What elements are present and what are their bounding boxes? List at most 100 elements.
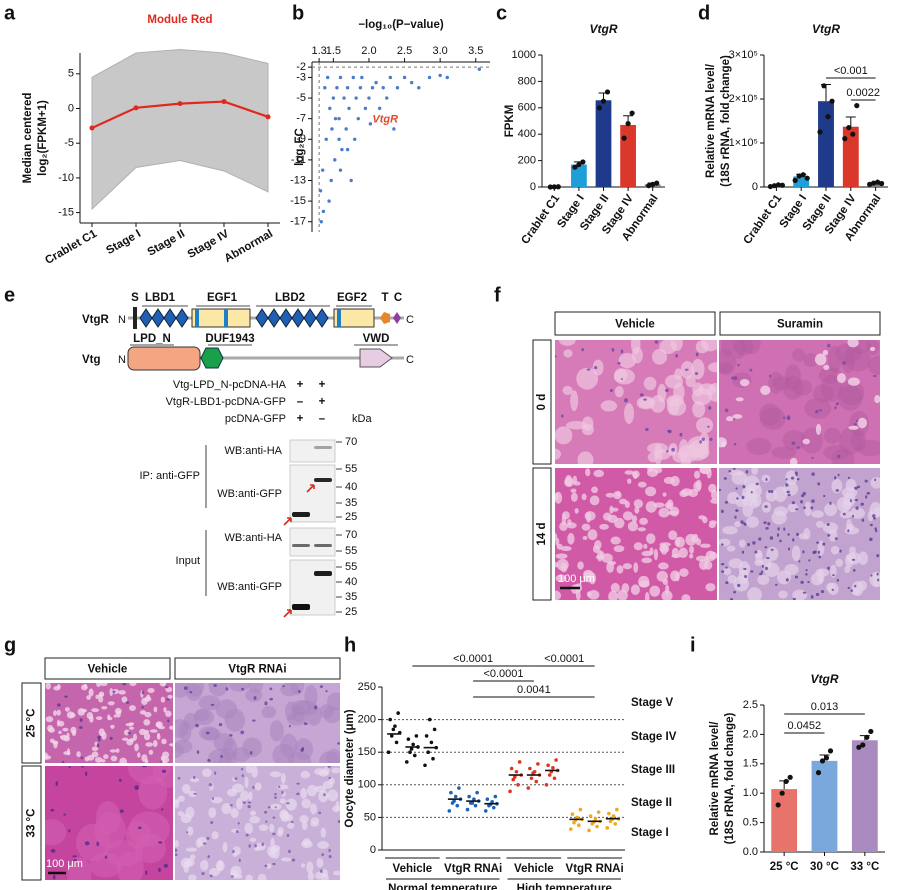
tissue-texture xyxy=(830,545,840,555)
marker-label: 55 xyxy=(345,561,357,573)
tissue-texture xyxy=(573,481,581,486)
tissue-texture xyxy=(232,846,241,856)
domain-label: LBD2 xyxy=(275,292,305,304)
tissue-texture xyxy=(160,760,163,763)
replicate-point xyxy=(860,742,866,748)
gene-point xyxy=(477,67,482,71)
tissue-texture xyxy=(822,522,839,534)
tissue-texture xyxy=(845,348,871,372)
y-axis-label: Relative mRNA level/ xyxy=(709,721,721,836)
tissue-texture xyxy=(156,722,161,728)
tissue-texture xyxy=(653,548,659,561)
tissue-texture xyxy=(301,840,313,849)
replicate-point xyxy=(650,181,656,187)
blot-band xyxy=(314,446,332,449)
tissue-texture xyxy=(122,683,127,686)
tissue-texture xyxy=(245,766,253,774)
oocyte-point xyxy=(575,815,579,820)
tissue-texture xyxy=(829,501,832,506)
tissue-texture xyxy=(581,493,587,501)
tissue-texture xyxy=(777,527,780,531)
oocyte-point xyxy=(406,737,411,741)
tissue-texture xyxy=(248,791,253,801)
tissue-texture xyxy=(235,830,239,834)
panel-letter: e xyxy=(4,284,15,306)
tissue-texture xyxy=(803,353,819,367)
tissue-texture xyxy=(263,810,268,814)
y-tick-label: 1.5 xyxy=(743,758,758,770)
replicate-point xyxy=(819,758,826,764)
tissue-texture xyxy=(613,545,625,553)
tissue-texture xyxy=(134,833,166,864)
y-tick-label: 800 xyxy=(518,75,536,87)
tissue-texture xyxy=(742,522,746,525)
y-tick-label: 0.5 xyxy=(743,817,758,829)
lbd-repeat xyxy=(175,308,189,328)
tissue-texture xyxy=(319,751,340,763)
y-tick-label: -15 xyxy=(58,206,74,218)
tissue-texture xyxy=(279,809,289,820)
tissue-texture xyxy=(574,508,579,514)
tissue-texture xyxy=(725,581,729,585)
tissue-texture xyxy=(867,510,874,522)
row-header-box xyxy=(21,765,42,881)
tissue-texture xyxy=(679,568,689,577)
tissue-texture xyxy=(614,386,624,398)
marker-label: 70 xyxy=(345,436,357,448)
lbd-repeat xyxy=(255,308,269,328)
tissue-texture xyxy=(163,707,167,713)
tissue-texture xyxy=(291,858,296,862)
tissue-texture xyxy=(250,810,257,816)
tissue-texture xyxy=(50,848,56,853)
histology-image xyxy=(175,683,340,763)
replicate-point xyxy=(621,135,627,141)
tissue-texture xyxy=(269,720,284,742)
tissue-texture xyxy=(709,437,713,441)
tissue-texture xyxy=(692,382,704,397)
tissue-texture xyxy=(719,488,722,492)
y-axis-label: Relative mRNA level/ xyxy=(705,63,717,178)
tissue-texture xyxy=(834,537,838,540)
tissue-texture xyxy=(208,783,213,787)
tissue-texture xyxy=(785,578,789,582)
blot-band xyxy=(314,544,332,547)
domain-label: EGF1 xyxy=(207,292,238,304)
tissue-texture xyxy=(201,727,221,741)
tissue-texture xyxy=(562,385,573,395)
y-axis-label: (18S rRNA, fold change) xyxy=(720,55,732,187)
tissue-texture xyxy=(91,708,100,713)
tissue-texture xyxy=(563,349,573,358)
tissue-texture xyxy=(758,537,762,541)
tissue-texture xyxy=(193,709,215,726)
tissue-texture xyxy=(310,817,320,825)
y-tick-label: 1000 xyxy=(512,49,536,61)
tissue-texture xyxy=(815,409,819,414)
tissue-texture xyxy=(315,871,324,880)
y-tick-label: 2×10⁵ xyxy=(729,93,758,105)
tissue-texture xyxy=(854,498,859,502)
tissue-texture xyxy=(792,379,813,396)
gene-point xyxy=(328,106,332,111)
tissue-texture xyxy=(875,530,878,533)
replicate-point xyxy=(551,184,557,190)
tissue-texture xyxy=(185,858,195,867)
tissue-texture xyxy=(196,750,200,754)
tissue-texture xyxy=(80,756,84,760)
median-point xyxy=(177,101,183,107)
tissue-texture xyxy=(206,836,210,840)
replicate-point xyxy=(846,125,852,131)
tissue-texture xyxy=(663,476,675,485)
tissue-texture xyxy=(279,798,287,804)
oocyte-point xyxy=(391,727,396,732)
tissue-texture xyxy=(59,735,64,739)
tissue-texture xyxy=(870,477,880,489)
blot-band xyxy=(292,604,310,610)
tissue-texture xyxy=(179,720,192,743)
tissue-texture xyxy=(725,566,728,569)
tissue-texture xyxy=(759,572,763,576)
domain-label: C xyxy=(394,292,402,304)
tissue-texture xyxy=(301,820,308,830)
tissue-texture xyxy=(109,749,117,753)
tissue-texture xyxy=(843,492,856,507)
tissue-texture xyxy=(253,696,257,700)
